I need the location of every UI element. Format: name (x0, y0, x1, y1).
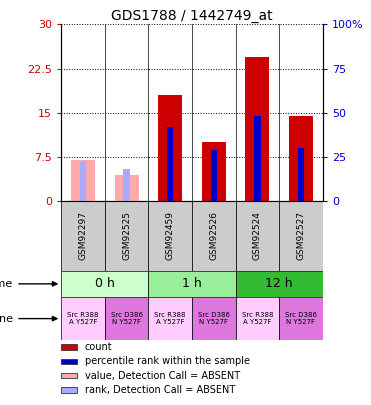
Bar (236, 201, 279, 271)
Bar (192, 297, 236, 340)
Text: GSM92524: GSM92524 (253, 211, 262, 260)
Bar (71, 160, 95, 201)
Bar (61, 387, 77, 392)
Text: GSM92526: GSM92526 (209, 211, 218, 260)
Bar (115, 175, 139, 201)
Bar (298, 148, 304, 201)
Bar (61, 373, 77, 378)
Text: 12 h: 12 h (265, 277, 293, 290)
Bar (245, 57, 269, 201)
Bar (279, 297, 323, 340)
Text: GSM92459: GSM92459 (166, 211, 175, 260)
Text: GSM92297: GSM92297 (79, 211, 88, 260)
Bar (236, 297, 279, 340)
Text: Src R388
A Y527F: Src R388 A Y527F (242, 312, 273, 325)
Bar (236, 271, 323, 297)
Text: percentile rank within the sample: percentile rank within the sample (85, 356, 250, 367)
Title: GDS1788 / 1442749_at: GDS1788 / 1442749_at (111, 9, 273, 23)
Bar (80, 161, 86, 201)
Text: time: time (0, 279, 57, 289)
Bar (61, 358, 77, 364)
Bar (61, 297, 105, 340)
Bar (148, 201, 192, 271)
Text: Src D386
N Y527F: Src D386 N Y527F (285, 312, 317, 325)
Bar (167, 128, 174, 201)
Text: count: count (85, 342, 112, 352)
Bar (61, 344, 77, 350)
Text: Src D386
N Y527F: Src D386 N Y527F (198, 312, 230, 325)
Text: cell line: cell line (0, 313, 57, 324)
Text: 1 h: 1 h (182, 277, 202, 290)
Bar (279, 201, 323, 271)
Bar (192, 201, 236, 271)
Text: Src D386
N Y527F: Src D386 N Y527F (111, 312, 142, 325)
Bar (289, 116, 313, 201)
Bar (61, 201, 105, 271)
Text: rank, Detection Call = ABSENT: rank, Detection Call = ABSENT (85, 385, 235, 395)
Text: GSM92527: GSM92527 (296, 211, 305, 260)
Bar (202, 142, 226, 201)
Bar (158, 95, 182, 201)
Bar (148, 297, 192, 340)
Bar (148, 271, 236, 297)
Text: Src R388
A Y527F: Src R388 A Y527F (67, 312, 99, 325)
Bar (254, 116, 261, 201)
Text: GSM92525: GSM92525 (122, 211, 131, 260)
Bar (123, 169, 130, 201)
Text: value, Detection Call = ABSENT: value, Detection Call = ABSENT (85, 371, 240, 381)
Bar (61, 271, 148, 297)
Text: 0 h: 0 h (95, 277, 115, 290)
Bar (105, 297, 148, 340)
Text: Src R388
A Y527F: Src R388 A Y527F (154, 312, 186, 325)
Bar (105, 201, 148, 271)
Bar (210, 150, 217, 201)
